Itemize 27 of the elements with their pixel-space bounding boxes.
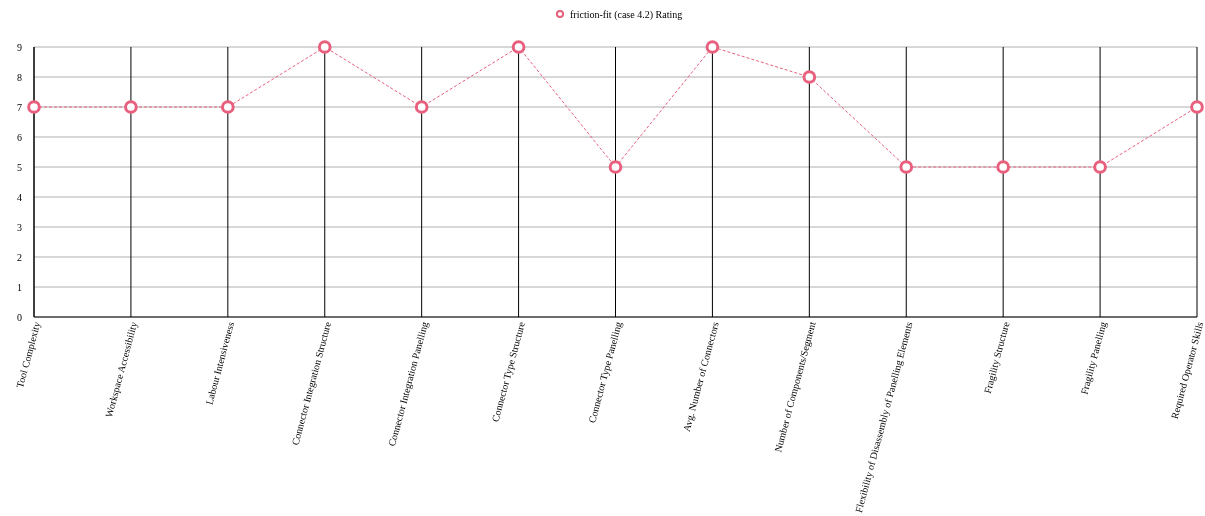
point — [124, 100, 138, 114]
y-tick-label: 4 — [17, 191, 22, 203]
y-tick-label: 6 — [17, 131, 22, 143]
x-tick-label: Connector Type Structure — [489, 320, 528, 423]
y-tick-label: 9 — [17, 41, 22, 53]
y-tick-label: 3 — [17, 221, 22, 233]
point — [220, 100, 235, 114]
point — [1190, 100, 1204, 114]
x-tick-label: Required Operator Skills — [1168, 320, 1205, 420]
point — [899, 160, 914, 174]
x-tick-label: Fragility Structure — [981, 320, 1012, 395]
point — [802, 70, 817, 84]
point — [705, 40, 720, 54]
point — [608, 160, 623, 174]
point — [511, 40, 526, 54]
y-tick-label: 1 — [17, 281, 22, 293]
point — [996, 160, 1011, 174]
y-tick-label: 7 — [17, 101, 22, 113]
y-tick-label: 2 — [17, 251, 22, 263]
legend-label: friction-fit (case 4.2) Rating — [570, 8, 683, 21]
y-tick-label: 5 — [17, 161, 22, 173]
y-tick-label: 0 — [17, 311, 22, 323]
y-tick-label: 8 — [17, 71, 22, 83]
point — [317, 40, 332, 54]
point — [414, 100, 429, 114]
point — [1093, 160, 1107, 174]
point — [27, 100, 41, 114]
